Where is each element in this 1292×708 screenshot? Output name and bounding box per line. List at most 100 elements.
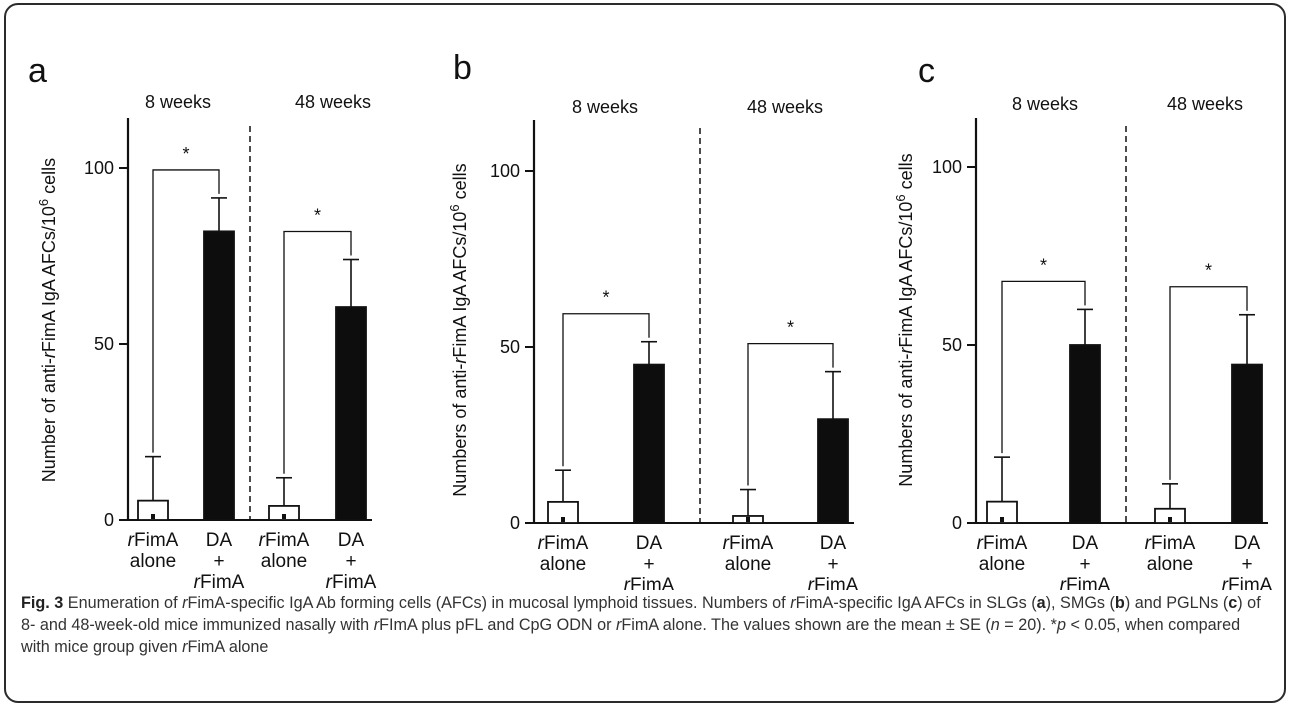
bar [335, 306, 367, 521]
x-tick-label: rFimA [128, 530, 179, 551]
y-axis-label: Numbers of anti-rFimA IgA AFCs/106 cells [447, 163, 471, 496]
caption-text: Enumeration of [67, 594, 183, 612]
x-tick-label: DA [338, 530, 365, 551]
x-tick-label: alone [1147, 554, 1194, 575]
significance-bracket [562, 313, 650, 467]
caption-text: ) and PGLNs ( [1124, 594, 1229, 612]
caption-text: c [1228, 594, 1238, 612]
significance-star: * [182, 144, 189, 164]
y-tick-label: 100 [932, 157, 962, 177]
caption-text: FimA-specific IgA Ab forming cells (AFCs… [187, 594, 791, 612]
y-axis-label: Numbers of anti-rFimA IgA AFCs/106 cells [893, 153, 917, 486]
significance-bracket [152, 169, 220, 453]
x-tick-label: DA [1072, 533, 1099, 554]
bar [817, 418, 849, 524]
x-tick-label: rFimA [326, 572, 377, 590]
caption-text: FimA alone [187, 638, 269, 656]
x-tick-label: + [643, 554, 654, 575]
x-tick-label: rFimA [723, 533, 774, 554]
group-label: 8 weeks [572, 97, 638, 117]
caption-text: FImA plus pFL and CpG ODN or [379, 616, 616, 634]
x-tick-label: rFimA [538, 533, 589, 554]
group-label: 48 weeks [295, 92, 371, 112]
bar-mean-mark [1000, 517, 1004, 522]
chart-panel-c: c 0 50 100 Numbers of anti-rFimA IgA AFCs/10… [893, 52, 1273, 590]
x-tick-label: rFimA [1222, 575, 1273, 590]
significance-bracket [283, 230, 352, 474]
x-tick-label: + [213, 551, 224, 572]
bar-mean-mark [561, 517, 565, 522]
significance-star: * [787, 318, 794, 338]
panel-label: a [28, 52, 47, 90]
bar [986, 500, 1018, 524]
x-tick-label: DA [206, 530, 233, 551]
caption-text: n [990, 616, 1000, 634]
caption-text: a [1036, 594, 1046, 612]
x-tick-label: + [1079, 554, 1090, 575]
x-tick-label: alone [261, 551, 308, 572]
caption-text: r [182, 638, 188, 656]
group-label: 48 weeks [747, 97, 823, 117]
caption-text: r [373, 616, 380, 634]
x-tick-label: rFimA [808, 575, 859, 590]
caption-text: = 20). * [999, 616, 1057, 634]
bar-mean-mark [1168, 517, 1172, 522]
caption-text: b [1114, 594, 1125, 612]
y-tick-label: 100 [490, 161, 520, 181]
x-tick-label: rFimA [977, 533, 1028, 554]
bar [1154, 507, 1186, 524]
x-tick-label: + [345, 551, 356, 572]
panel-label: c [918, 52, 935, 90]
caption-text: r [182, 594, 188, 612]
x-tick-label: + [1241, 554, 1252, 575]
x-tick-label: alone [979, 554, 1026, 575]
significance-star: * [602, 288, 609, 308]
bar [137, 499, 169, 521]
bar [268, 505, 300, 521]
figure-caption: Fig. 3 Enumeration of rFimA-specific IgA… [21, 592, 1271, 658]
bar-mean-mark [746, 517, 750, 522]
figure-number: Fig. 3 [21, 594, 68, 612]
x-tick-label: + [827, 554, 838, 575]
y-tick-label: 50 [500, 337, 520, 357]
x-tick-label: DA [1234, 533, 1261, 554]
x-tick-label: alone [130, 551, 177, 572]
bar [203, 230, 235, 521]
group-label: 48 weeks [1167, 94, 1243, 114]
bar-mean-mark [151, 514, 155, 519]
y-tick-label: 0 [952, 513, 962, 533]
group-label: 8 weeks [1012, 94, 1078, 114]
significance-bracket [1169, 286, 1248, 480]
panel-label: b [453, 49, 472, 87]
y-tick-label: 50 [94, 334, 114, 354]
x-tick-label: DA [636, 533, 663, 554]
chart-panel-a: a 0 50 100 Number of anti-rFimA IgA AFCs/106… [28, 52, 377, 590]
x-tick-label: rFimA [624, 575, 675, 590]
y-tick-label: 0 [510, 513, 520, 533]
caption-text: r [615, 616, 622, 634]
x-tick-label: DA [820, 533, 847, 554]
caption-text: ), SMGs ( [1045, 594, 1115, 612]
x-tick-label: rFimA [259, 530, 310, 551]
bar-mean-mark [282, 514, 286, 519]
caption-text: ) of 8- and 48-week-old mice immunized n… [21, 594, 1261, 634]
x-tick-label: alone [540, 554, 587, 575]
caption-text: FimA alone. The values shown are the mea… [621, 616, 991, 634]
chart-panel-b: b 0 50 100 Numbers of anti-rFimA IgA AFCs/10… [447, 49, 859, 590]
caption-text: FimA-specific IgA AFCs in SLGs ( [795, 594, 1037, 612]
significance-star: * [1040, 255, 1047, 275]
x-tick-label: rFimA [194, 572, 245, 590]
group-label: 8 weeks [145, 92, 211, 112]
bar [633, 363, 665, 524]
significance-star: * [1205, 261, 1212, 281]
y-tick-label: 50 [942, 335, 962, 355]
y-tick-label: 0 [104, 510, 114, 530]
caption-text: r [790, 594, 796, 612]
caption-text: p [1056, 616, 1066, 634]
bar [1069, 344, 1101, 524]
bar [547, 500, 579, 524]
x-tick-label: rFimA [1060, 575, 1111, 590]
significance-bracket [1001, 280, 1086, 454]
significance-star: * [314, 206, 321, 226]
figure-panels: a 0 50 100 Number of anti-rFimA IgA AFCs/106… [28, 49, 1273, 590]
